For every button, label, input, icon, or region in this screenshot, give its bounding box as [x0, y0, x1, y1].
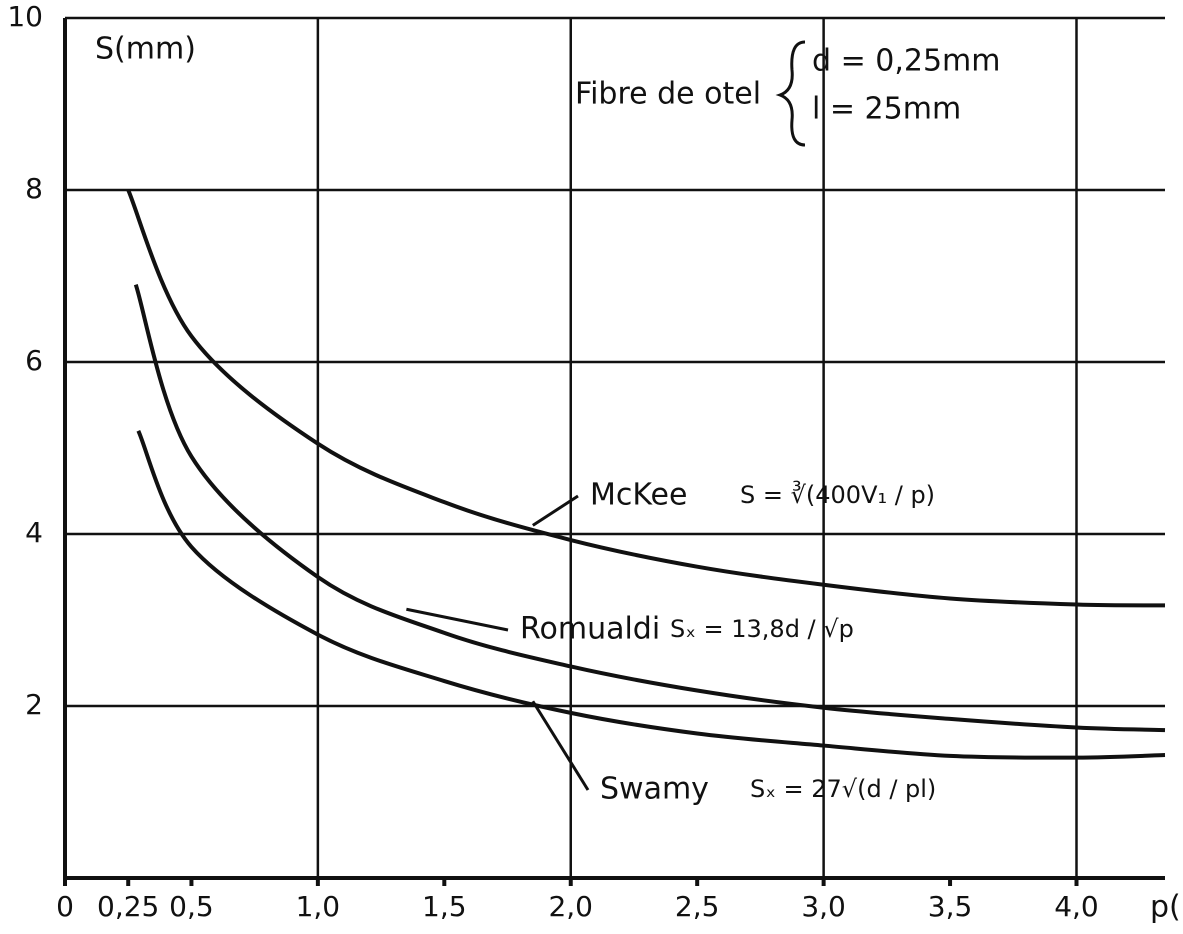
x-tick-label: 4,0 — [1054, 890, 1099, 923]
line-series — [126, 189, 1166, 608]
annotation-arrow — [531, 494, 579, 527]
series-formula: S = ∛(400V₁ / p) — [740, 480, 935, 509]
y-tick-label: 8 — [25, 172, 43, 205]
series-formula: Sₓ = 27√(d / pl) — [750, 775, 936, 803]
series-name: Swamy — [600, 772, 709, 807]
y-tick-label: 6 — [25, 344, 43, 377]
y-tick-label: 2 — [25, 688, 43, 721]
series-name: Romualdi — [520, 612, 660, 647]
note-line: l = 25mm — [812, 92, 961, 127]
annotation-arrow — [406, 607, 509, 632]
annotation-arrow — [531, 700, 590, 791]
x-tick-label: 0,5 — [169, 890, 214, 923]
series-name: McKee — [590, 478, 687, 513]
line-series — [136, 429, 1166, 760]
y-tick-label: 4 — [25, 516, 43, 549]
note-line: d = 0,25mm — [812, 44, 1001, 79]
x-tick-label: 0,25 — [97, 890, 159, 923]
series-formula: Sₓ = 13,8d / √p — [670, 615, 854, 643]
x-tick-label: 0 — [56, 890, 74, 923]
x-tick-label: 3,0 — [801, 890, 846, 923]
x-tick-label: 3,5 — [928, 890, 973, 923]
x-tick-label: 1,5 — [422, 890, 467, 923]
note-brace — [775, 40, 806, 147]
line-series — [133, 283, 1166, 733]
y-tick-label: 10 — [7, 0, 43, 33]
note-title: Fibre de otel — [575, 77, 761, 112]
x-tick-label: 1,0 — [296, 890, 341, 923]
x-tick-label: 2,5 — [675, 890, 720, 923]
x-tick-label: 2,0 — [548, 890, 593, 923]
y-axis-label: S(mm) — [95, 32, 196, 67]
x-axis-label: p( — [1150, 890, 1181, 925]
